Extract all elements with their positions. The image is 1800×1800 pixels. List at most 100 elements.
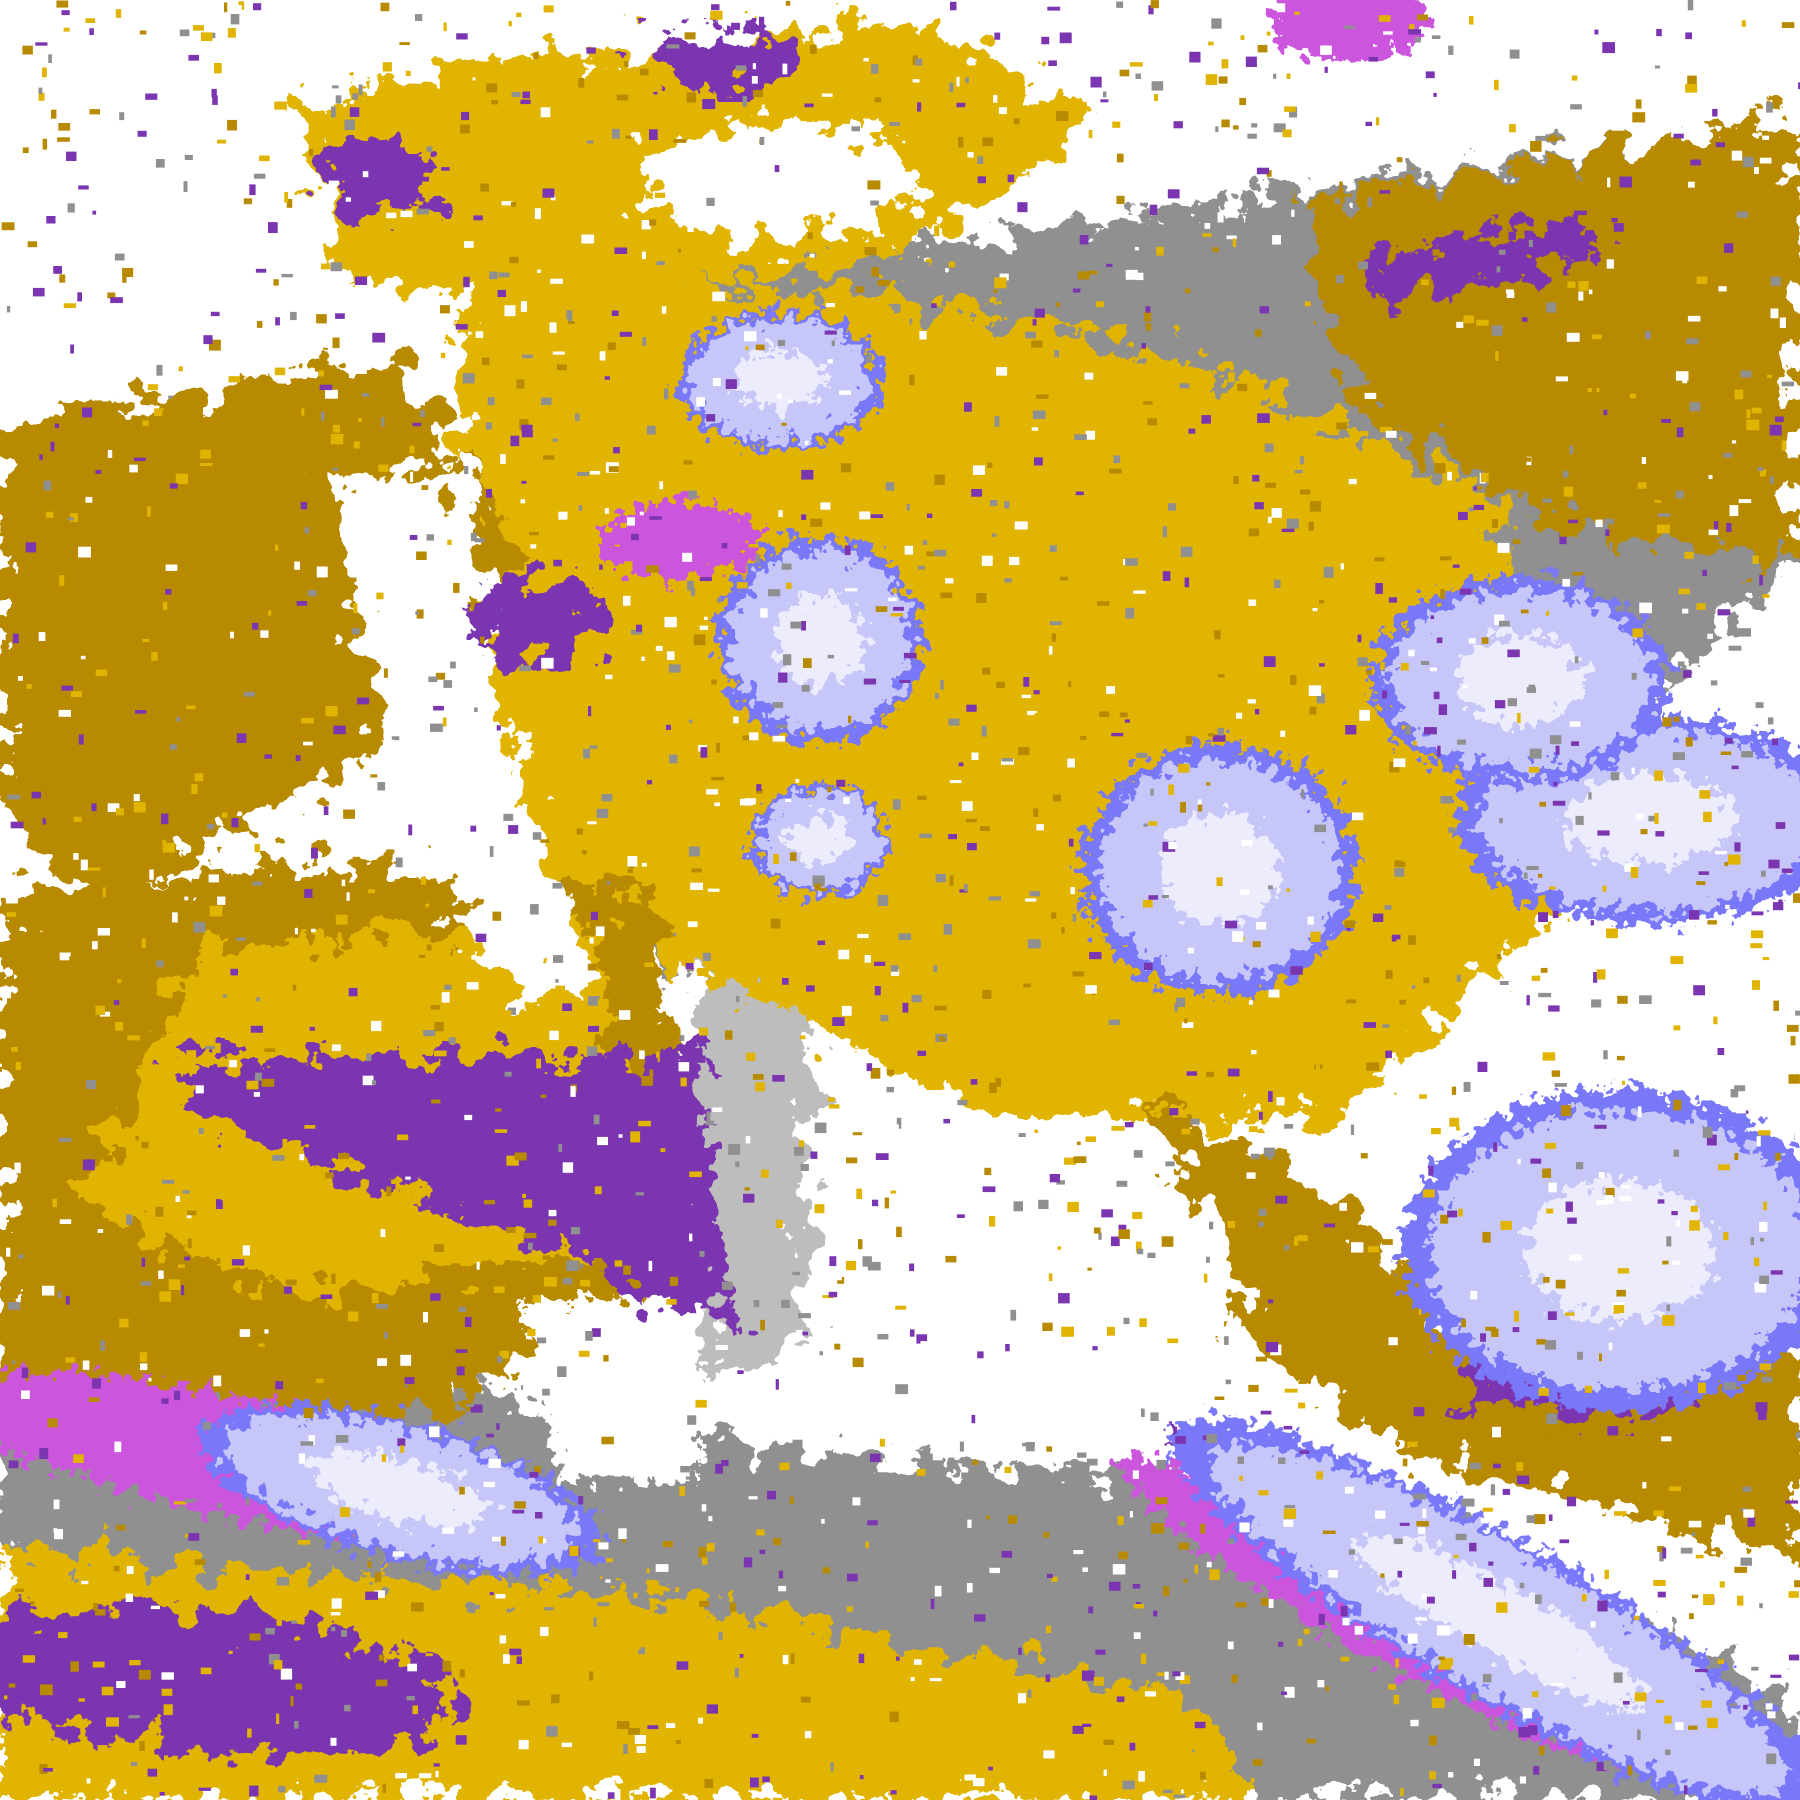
- speckle-pixel: [776, 724, 788, 729]
- speckle-pixel: [783, 654, 792, 666]
- speckle-pixel: [300, 501, 308, 510]
- speckle-pixel: [4, 1695, 8, 1700]
- speckle-pixel: [122, 267, 134, 277]
- speckle-pixel: [1367, 1246, 1379, 1253]
- speckle-pixel: [1089, 1795, 1098, 1800]
- speckle-pixel: [445, 821, 450, 828]
- speckle-pixel: [1067, 1201, 1079, 1213]
- speckle-pixel: [328, 180, 339, 186]
- speckle-pixel: [1401, 852, 1408, 862]
- speckle-pixel: [1653, 386, 1665, 396]
- speckle-pixel: [896, 1226, 902, 1238]
- speckle-pixel: [818, 1273, 830, 1282]
- speckle-pixel: [1308, 1705, 1319, 1710]
- speckle-pixel: [354, 365, 367, 374]
- speckle-pixel: [1703, 811, 1712, 822]
- speckle-pixel: [1522, 1708, 1532, 1719]
- speckle-pixel: [332, 85, 339, 89]
- speckle-pixel: [39, 454, 43, 460]
- speckle-pixel: [903, 652, 917, 659]
- speckle-pixel: [993, 95, 998, 103]
- purple-cloud-south-band: [0, 1606, 460, 1754]
- speckle-pixel: [1396, 939, 1403, 948]
- speckle-pixel: [593, 1605, 605, 1614]
- speckle-pixel: [465, 283, 469, 293]
- speckle-pixel: [1598, 235, 1608, 244]
- speckle-pixel: [1542, 1052, 1556, 1061]
- speckle-pixel: [1718, 1164, 1730, 1171]
- speckle-pixel: [113, 261, 125, 265]
- speckle-pixel: [188, 54, 199, 61]
- speckle-pixel: [1628, 1004, 1637, 1015]
- speckle-pixel: [1463, 315, 1475, 324]
- speckle-pixel: [208, 874, 219, 883]
- speckle-pixel: [698, 1717, 703, 1724]
- speckle-pixel: [407, 1663, 417, 1672]
- speckle-pixel: [1509, 49, 1520, 59]
- speckle-pixel: [1775, 822, 1786, 829]
- speckle-pixel: [1760, 1237, 1765, 1242]
- speckle-pixel: [541, 657, 554, 669]
- speckle-pixel: [1336, 275, 1344, 284]
- speckle-pixel: [316, 314, 327, 324]
- speckle-pixel: [917, 102, 922, 112]
- speckle-pixel: [1645, 1460, 1651, 1467]
- speckle-pixel: [1531, 975, 1541, 981]
- speckle-pixel: [1358, 261, 1369, 270]
- speckle-pixel: [939, 1036, 946, 1042]
- speckle-pixel: [1590, 920, 1594, 926]
- speckle-pixel: [140, 1281, 152, 1286]
- speckle-pixel: [1290, 675, 1297, 685]
- speckle-pixel: [506, 1155, 519, 1166]
- speckle-pixel: [441, 992, 450, 1003]
- speckle-pixel: [614, 247, 628, 254]
- speckle-pixel: [1688, 1725, 1698, 1730]
- speckle-pixel: [59, 1137, 72, 1143]
- speckle-pixel: [1316, 693, 1325, 704]
- speckle-pixel: [1751, 407, 1762, 414]
- speckle-pixel: [260, 630, 269, 638]
- speckle-pixel: [1533, 1766, 1540, 1775]
- speckle-pixel: [169, 744, 177, 750]
- speckle-pixel: [625, 135, 632, 139]
- speckle-pixel: [839, 390, 852, 395]
- speckle-pixel: [1067, 758, 1075, 768]
- speckle-pixel: [186, 705, 196, 710]
- speckle-pixel: [1027, 939, 1041, 949]
- speckle-pixel: [909, 374, 915, 386]
- speckle-pixel: [1540, 967, 1548, 973]
- speckle-pixel: [1496, 266, 1501, 273]
- speckle-pixel: [801, 469, 814, 480]
- speckle-pixel: [1336, 422, 1347, 430]
- speckle-pixel: [6, 1247, 11, 1257]
- speckle-pixel: [1048, 60, 1057, 66]
- speckle-pixel: [862, 1256, 872, 1267]
- speckle-pixel: [1779, 412, 1785, 417]
- speckle-pixel: [1771, 738, 1778, 746]
- speckle-pixel: [1020, 366, 1027, 376]
- speckle-pixel: [1359, 709, 1370, 721]
- speckle-pixel: [1743, 1704, 1748, 1710]
- speckle-pixel: [1394, 860, 1406, 867]
- speckle-pixel: [1469, 16, 1474, 25]
- speckle-pixel: [1179, 498, 1191, 505]
- speckle-pixel: [689, 719, 693, 724]
- speckle-pixel: [562, 1204, 571, 1210]
- speckle-pixel: [977, 1351, 984, 1359]
- speckle-pixel: [1630, 867, 1639, 878]
- speckle-pixel: [1699, 790, 1711, 799]
- speckle-pixel: [1027, 1354, 1031, 1364]
- magenta-cloud-central: [600, 500, 760, 580]
- speckle-pixel: [247, 521, 259, 531]
- speckle-pixel: [1250, 1153, 1260, 1160]
- speckle-pixel: [1508, 981, 1520, 992]
- speckle-pixel: [1555, 1279, 1566, 1289]
- speckle-pixel: [1340, 563, 1344, 570]
- speckle-pixel: [1080, 736, 1087, 741]
- speckle-pixel: [1490, 1484, 1496, 1496]
- speckle-pixel: [474, 538, 485, 543]
- speckle-pixel: [812, 875, 825, 887]
- speckle-pixel: [186, 1050, 197, 1061]
- speckle-pixel: [859, 1775, 864, 1780]
- speckle-pixel: [470, 825, 477, 832]
